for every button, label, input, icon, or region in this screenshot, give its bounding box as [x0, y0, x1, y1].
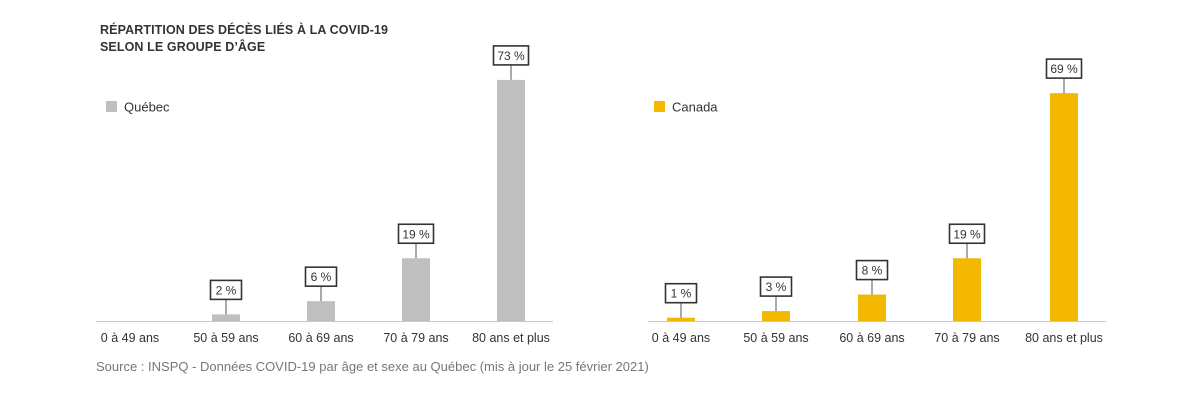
bar: [1050, 93, 1078, 321]
data-label-box: [664, 282, 698, 304]
data-label: 3 %: [766, 280, 787, 294]
data-label-box: [855, 259, 889, 281]
bar: [858, 294, 886, 321]
bar: [762, 311, 790, 321]
chart-title: RÉPARTITION DES DÉCÈS LIÉS À LA COVID-19…: [100, 22, 388, 56]
data-label-box: [209, 279, 243, 301]
x-tick-label: 0 à 49 ans: [652, 331, 710, 345]
x-tick-label: 70 à 79 ans: [383, 331, 448, 345]
data-label: 2 %: [216, 283, 237, 297]
data-label-box: [1045, 58, 1083, 79]
data-label-box: [397, 223, 435, 245]
x-tick-label: 80 ans et plus: [472, 331, 550, 345]
data-label-box: [948, 223, 986, 245]
data-label: 73 %: [497, 49, 525, 63]
data-label: 8 %: [862, 264, 883, 278]
data-label: 19 %: [953, 227, 981, 241]
source-note: Source : INSPQ - Données COVID-19 par âg…: [96, 359, 649, 374]
x-tick-label: 50 à 59 ans: [743, 331, 808, 345]
x-tick-label: 60 à 69 ans: [839, 331, 904, 345]
bar: [497, 79, 525, 321]
title-line-2: SELON LE GROUPE D’ÂGE: [100, 40, 266, 54]
legend-label: Québec: [124, 100, 170, 115]
data-label-box: [492, 45, 530, 66]
x-tick-label: 60 à 69 ans: [288, 331, 353, 345]
bar: [402, 258, 430, 321]
legend-label: Canada: [672, 100, 718, 115]
bar: [667, 317, 695, 321]
data-label: 6 %: [311, 270, 332, 284]
x-tick-label: 50 à 59 ans: [193, 331, 258, 345]
bar: [212, 314, 240, 321]
data-label-box: [304, 266, 338, 287]
data-label: 69 %: [1050, 62, 1078, 76]
x-tick-label: 80 ans et plus: [1025, 331, 1103, 345]
legend-swatch: [106, 101, 117, 112]
legend-swatch: [654, 101, 665, 112]
title-line-1: RÉPARTITION DES DÉCÈS LIÉS À LA COVID-19: [100, 23, 389, 37]
data-label-box: [759, 276, 793, 297]
bar: [307, 301, 335, 321]
x-tick-label: 70 à 79 ans: [934, 331, 999, 345]
x-tick-label: 0 à 49 ans: [101, 331, 159, 345]
data-label: 1 %: [671, 287, 692, 301]
data-label: 19 %: [402, 227, 430, 241]
bar: [953, 258, 981, 321]
